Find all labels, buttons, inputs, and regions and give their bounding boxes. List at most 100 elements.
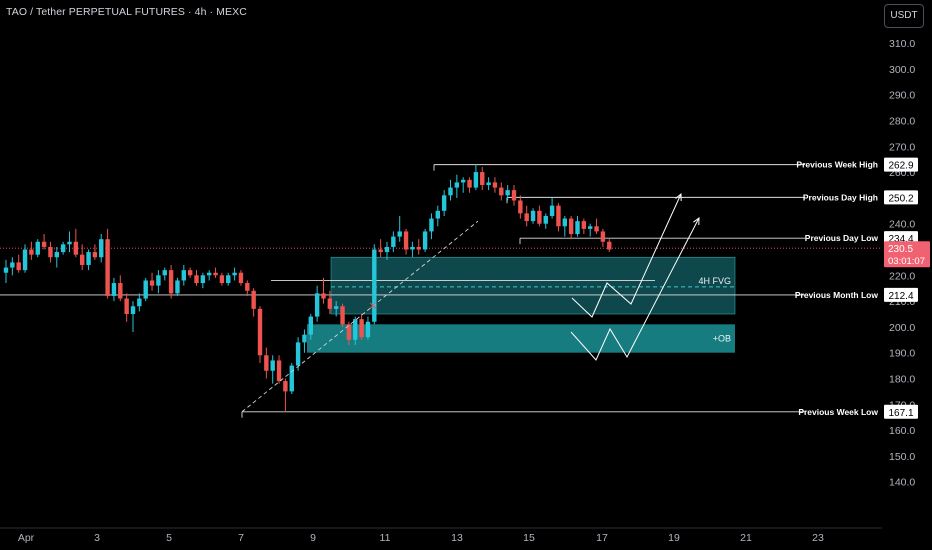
level-price-tag (884, 404, 918, 419)
candle-body (111, 283, 117, 296)
candle-body (340, 306, 345, 325)
y-tick-label: 220.0 (889, 270, 915, 282)
candle-body (403, 231, 409, 250)
x-tick-label: Apr (18, 532, 35, 544)
candle-body (543, 215, 548, 224)
level-label: Previous Week High (796, 160, 878, 170)
candle-body (372, 249, 377, 322)
candle-body (562, 218, 567, 227)
candle-body (422, 231, 428, 250)
x-tick-label: 5 (166, 532, 172, 544)
level-price-text: 262.9 (888, 161, 913, 172)
level-price-text: 167.1 (888, 408, 913, 419)
candle-body (73, 241, 79, 255)
price-tags-layer: 262.9 250.2 234.4 212.4 167.1 230.503:01:07 (884, 157, 930, 419)
candle-body (181, 270, 186, 281)
candle-body (524, 213, 529, 222)
candle-body (410, 246, 415, 250)
candle-body (194, 275, 199, 284)
candle-body (467, 179, 472, 188)
y-tick-label: 310.0 (889, 38, 915, 50)
candle-body (480, 172, 485, 185)
candle-body (41, 241, 47, 247)
current-price-tag (884, 241, 930, 268)
candle-body (143, 280, 148, 299)
x-tick-label: 7 (238, 532, 244, 544)
candle-body (429, 218, 434, 232)
y-tick-label: 190.0 (889, 348, 915, 360)
y-tick-label: 150.0 (889, 451, 915, 463)
fvg-label: 4H FVG (698, 276, 731, 286)
candle-body (156, 275, 161, 286)
y-tick-label: 160.0 (889, 425, 915, 437)
candle-body (384, 246, 390, 253)
x-tick-label: 21 (740, 532, 752, 544)
candle-body (314, 293, 320, 317)
level-price-text: 250.2 (888, 193, 913, 204)
fvg-zone (330, 256, 736, 315)
candle-body (80, 254, 85, 265)
candle-body (530, 210, 536, 222)
candle-body (473, 172, 479, 188)
candle-body (187, 270, 193, 276)
level-price-text: 212.4 (888, 291, 913, 302)
candle-body (359, 319, 364, 338)
x-tick-label: 9 (310, 532, 316, 544)
candle-body (10, 262, 15, 268)
candle-body (441, 195, 447, 211)
candle-body (54, 252, 59, 258)
candle-body (334, 306, 339, 309)
candle-body (486, 182, 491, 185)
candle-body (454, 182, 460, 188)
candle-body (251, 290, 256, 309)
candle-body (594, 226, 599, 232)
candle-body (118, 283, 123, 299)
level-price-text: 234.4 (888, 234, 913, 245)
x-mark: × (368, 299, 377, 312)
candle-body (581, 221, 587, 229)
candle-body (264, 355, 269, 371)
candle-body (22, 249, 28, 271)
candle-body (353, 319, 358, 340)
price-axis[interactable]: 140.0150.0160.0170.0180.0190.0200.0210.0… (882, 0, 932, 550)
candle-body (575, 221, 580, 235)
currency-button[interactable]: USDT (884, 4, 924, 28)
x-tick-label: 19 (668, 532, 680, 544)
trend-dashed-line (241, 220, 479, 413)
projection-path-upper (571, 193, 682, 318)
candle-body (137, 298, 142, 307)
candle-body (365, 321, 371, 338)
candle-body (99, 239, 104, 258)
candle-body (48, 246, 53, 258)
candle-body (378, 249, 383, 253)
candle-body (321, 293, 326, 299)
level-price-tag (884, 190, 918, 205)
candle-body (219, 275, 225, 284)
ob-label: +OB (713, 334, 731, 344)
candle-body (308, 316, 313, 335)
candle-body (238, 272, 244, 284)
price-axis-bg (882, 0, 932, 550)
time-axis[interactable]: Apr 3 5 7 9 11 13 15 17 19 21 23 (0, 527, 882, 544)
candle-body (588, 226, 593, 229)
current-price-text: 230.5 (888, 244, 913, 255)
x-tick-label: 23 (812, 532, 824, 544)
candle-body (175, 280, 180, 294)
candle-body (327, 298, 333, 309)
candle-body (416, 246, 421, 250)
candle-body (213, 272, 218, 276)
candle-body (130, 306, 136, 314)
candle-body (245, 283, 250, 291)
y-tick-label: 280.0 (889, 116, 915, 128)
candle-body (276, 360, 282, 382)
x-tick-label: 13 (451, 532, 463, 544)
ob-zone (307, 324, 735, 353)
countdown-text: 03:01:07 (888, 256, 925, 267)
candles-layer (3, 164, 612, 413)
candle-body (346, 324, 352, 340)
candle-body (29, 249, 34, 255)
drawings-layer: × (241, 192, 700, 413)
arrow-head-lower (693, 216, 700, 226)
x-tick-label: 15 (523, 532, 535, 544)
